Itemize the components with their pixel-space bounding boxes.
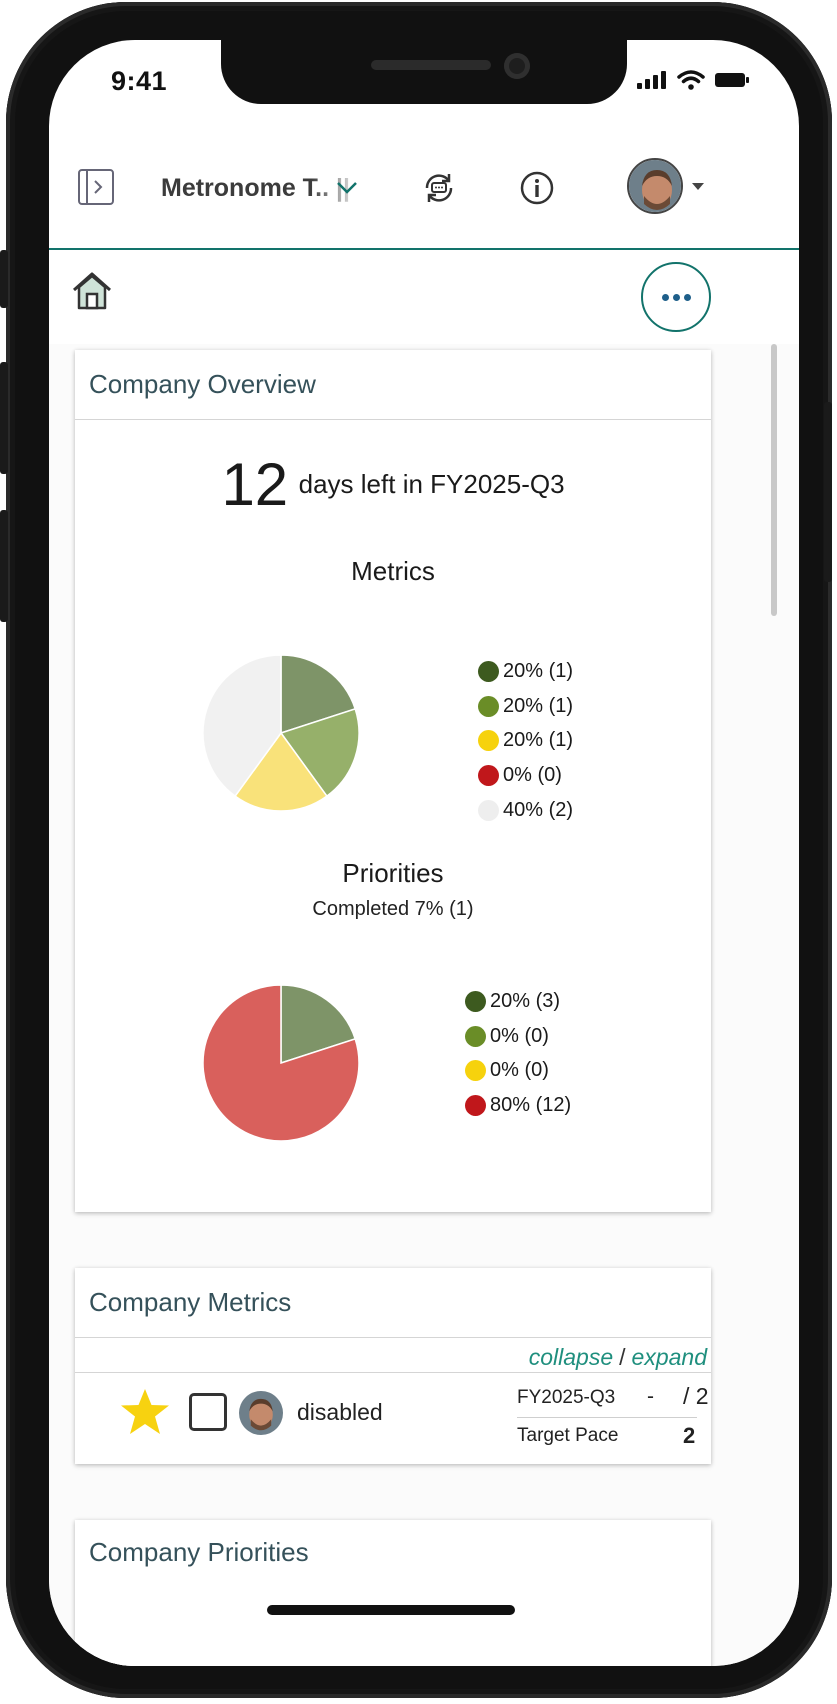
cellular-signal-icon xyxy=(637,71,666,89)
legend-swatch xyxy=(478,695,499,717)
legend-label: 0% (0) xyxy=(490,1024,549,1047)
metric-divider xyxy=(517,1417,697,1418)
pie-slice xyxy=(280,984,357,1065)
legend-swatch xyxy=(465,1094,486,1116)
legend-label: 20% (1) xyxy=(503,729,574,752)
status-icons xyxy=(637,70,749,90)
screen: 9:41 Metr xyxy=(49,40,799,1666)
metric-quarter: FY2025-Q3 xyxy=(517,1387,616,1408)
legend-swatch xyxy=(465,1060,486,1082)
days-left: 12 days left in FY2025-Q3 xyxy=(75,450,711,519)
card-header: Company Priorities xyxy=(89,1537,309,1567)
info-icon[interactable] xyxy=(519,170,555,206)
collapse-expand-links: collapse / expand xyxy=(529,1344,707,1371)
pie-slice xyxy=(202,654,282,798)
priorities-title: Priorities xyxy=(342,858,444,888)
volume-up-button xyxy=(0,362,8,474)
legend-swatch xyxy=(465,990,486,1012)
legend-label: 80% (12) xyxy=(490,1093,572,1116)
legend-label: 20% (1) xyxy=(503,694,574,717)
priorities-subtitle: Completed 7% (1) xyxy=(312,898,474,920)
user-avatar-icon xyxy=(239,1391,283,1435)
link-separator: / xyxy=(619,1344,626,1370)
legend-item: 0% (0) xyxy=(465,1019,571,1054)
legend-item: 0% (0) xyxy=(465,1053,571,1088)
legend-label: 0% (0) xyxy=(503,763,562,786)
home-icon[interactable] xyxy=(71,270,113,312)
company-metrics-card: Company Metrics collapse / expand xyxy=(75,1268,711,1464)
company-priorities-card: Company Priorities xyxy=(75,1520,711,1666)
wifi-icon xyxy=(677,70,705,90)
star-icon[interactable] xyxy=(119,1387,171,1437)
legend-item: 20% (3) xyxy=(465,984,571,1019)
metrics-pie-chart xyxy=(202,654,360,812)
expand-link[interactable]: expand xyxy=(631,1344,707,1370)
metric-target: / 2 xyxy=(683,1383,709,1409)
notch xyxy=(221,40,627,104)
legend-swatch xyxy=(478,764,499,786)
sidebar-toggle-icon[interactable] xyxy=(77,168,115,206)
legend-item: 0% (0) xyxy=(478,758,573,793)
legend-label: 20% (1) xyxy=(503,659,574,682)
legend-label: 0% (0) xyxy=(490,1059,549,1082)
target-pace-label: Target Pace xyxy=(517,1425,619,1446)
legend-item: 80% (12) xyxy=(465,1088,571,1123)
legend-item: 20% (1) xyxy=(478,723,573,758)
legend-item: 20% (1) xyxy=(478,654,573,689)
collapse-link[interactable]: collapse xyxy=(528,1344,614,1370)
app-bar: Metronome T.. || xyxy=(49,130,799,250)
card-header: Company Metrics xyxy=(75,1268,711,1338)
legend-swatch xyxy=(478,799,499,821)
pie-slice xyxy=(279,707,360,798)
home-indicator[interactable] xyxy=(267,1605,515,1615)
legend-label: 40% (2) xyxy=(503,798,574,821)
more-dot xyxy=(683,293,691,301)
legend-swatch xyxy=(465,1025,486,1047)
metric-name[interactable]: disabled xyxy=(297,1399,383,1425)
scrollbar[interactable] xyxy=(771,344,777,616)
target-pace-value: 2 xyxy=(683,1423,696,1448)
status-time: 9:41 xyxy=(111,66,168,96)
legend-swatch xyxy=(478,660,499,682)
company-overview-card: Company Overview 12 days left in FY2025-… xyxy=(75,350,711,1212)
legend-item: 20% (1) xyxy=(478,689,573,724)
main-content: Company Overview 12 days left in FY2025-… xyxy=(49,344,799,1666)
priorities-legend: 20% (3) 0% (0) 0% (0) 80% (12) xyxy=(465,984,571,1123)
card-header: Company Overview xyxy=(75,350,711,420)
pie-slice xyxy=(234,731,328,812)
days-left-number: 12 xyxy=(221,451,289,518)
front-camera xyxy=(504,53,530,79)
legend-item: 40% (2) xyxy=(478,793,573,828)
priorities-pie-chart xyxy=(202,984,360,1142)
pie-slice xyxy=(280,654,357,735)
legend-label: 20% (3) xyxy=(490,989,561,1012)
metric-current-value: - xyxy=(647,1385,654,1408)
user-avatar-icon xyxy=(629,160,681,212)
days-left-text: days left in FY2025-Q3 xyxy=(298,469,565,499)
volume-down-button xyxy=(0,510,8,622)
metrics-title: Metrics xyxy=(351,556,435,586)
metrics-legend: 20% (1) 20% (1) 20% (1) 0% (0) 40% (2) xyxy=(478,654,573,827)
sync-chat-icon[interactable] xyxy=(421,170,457,206)
legend-swatch xyxy=(478,730,499,752)
mute-switch xyxy=(0,250,8,308)
more-dot xyxy=(661,293,669,301)
metric-checkbox[interactable] xyxy=(189,1393,227,1431)
avatar[interactable] xyxy=(627,158,683,214)
caret-down-icon[interactable] xyxy=(691,182,705,192)
breadcrumb-bar xyxy=(49,250,799,345)
power-button xyxy=(824,402,832,582)
speaker xyxy=(371,60,491,70)
more-dot xyxy=(672,293,680,301)
pie-slice xyxy=(202,984,360,1142)
more-options-button[interactable] xyxy=(641,262,711,332)
metric-owner-avatar xyxy=(239,1391,283,1435)
chevron-down-icon[interactable] xyxy=(336,180,358,196)
battery-icon xyxy=(715,73,749,87)
metric-row[interactable]: disabled FY2025-Q3 - / 2 Target Pace 2 xyxy=(75,1372,711,1465)
